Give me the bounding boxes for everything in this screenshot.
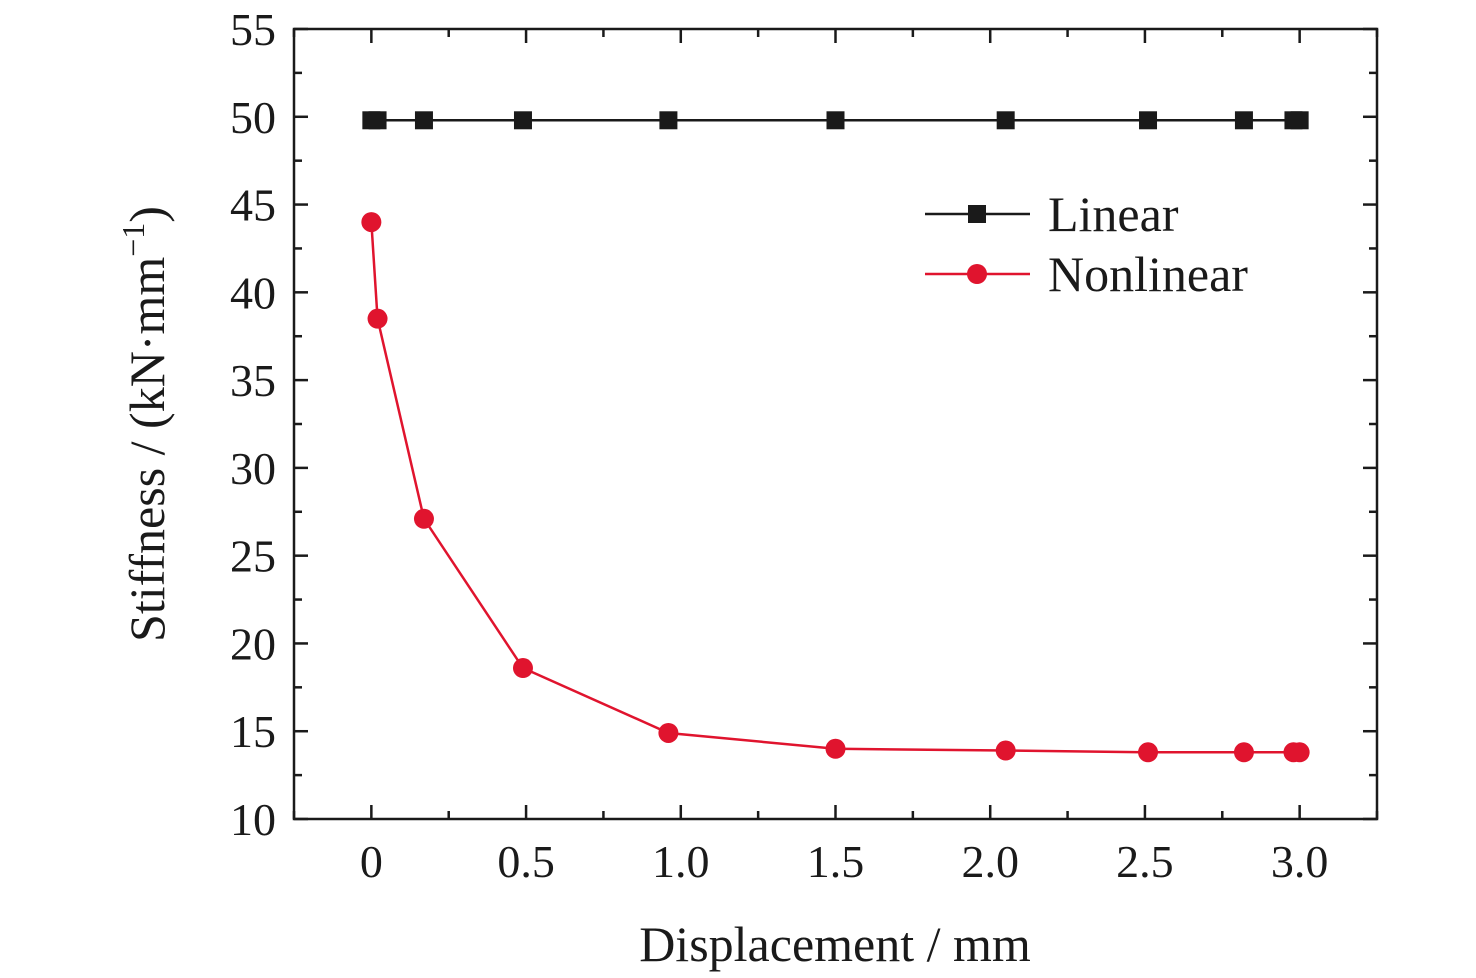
x-tick-label: 0 [360,836,383,887]
legend-label: Linear [1048,186,1179,242]
y-axis-label-group: Stiffness / (kN·mm−1) [115,206,175,642]
legend-swatch-marker [968,205,986,223]
axis-tick-labels: 0 0.5 1.0 1.5 2.0 2.5 3.0 10 15 20 25 30 35 40 45 50 55 [230,4,1328,887]
y-tick-label: 40 [230,267,276,318]
data-point-nonlinear [1138,742,1159,763]
data-point-nonlinear [512,658,533,679]
series-layer [361,111,1310,763]
data-point-linear [1290,111,1309,130]
data-point-linear [1139,111,1158,130]
data-point-nonlinear [658,722,679,743]
y-axis-label: Stiffness / (kN·mm [119,257,175,642]
x-tick-label: 3.0 [1271,836,1329,887]
plot-frame [292,27,1379,821]
data-point-nonlinear [995,740,1016,761]
x-tick-label: 2.0 [961,836,1019,887]
legend-swatch-marker [967,264,987,284]
legend-item-linear: Linear [925,186,1179,242]
data-point-linear [996,111,1015,130]
data-point-nonlinear [413,508,434,529]
y-tick-label: 55 [230,4,276,55]
y-axis-label-superscript: −1 [115,223,151,257]
data-point-nonlinear [361,212,382,233]
y-tick-label: 35 [230,355,276,406]
series-linear [362,111,1309,130]
data-point-linear [826,111,845,130]
y-tick-label: 15 [230,706,276,757]
series-nonlinear [361,212,1310,763]
x-tick-label: 0.5 [497,836,555,887]
data-point-linear [513,111,532,130]
y-tick-label: 45 [230,180,276,231]
x-tick-label: 2.5 [1116,836,1174,887]
data-point-nonlinear [825,738,846,759]
y-tick-label: 25 [230,531,276,582]
data-point-nonlinear [1233,742,1254,763]
data-point-linear [414,111,433,130]
x-axis-label: Displacement / mm [639,916,1031,972]
legend-item-nonlinear: Nonlinear [925,246,1248,302]
data-point-linear [1234,111,1253,130]
x-tick-label: 1.0 [652,836,710,887]
y-tick-label: 30 [230,443,276,494]
y-tick-label: 20 [230,618,276,669]
data-point-linear [368,111,387,130]
data-point-linear [659,111,678,130]
y-axis-label-close: ) [119,206,175,223]
data-point-nonlinear [367,308,388,329]
axis-ticks [292,27,1379,821]
y-tick-label: 10 [230,794,276,845]
svg-text:Stiffness / (kN·mm−1): Stiffness / (kN·mm−1) [115,206,175,642]
data-point-nonlinear [1289,742,1310,763]
y-tick-label: 50 [230,92,276,143]
x-tick-label: 1.5 [807,836,865,887]
legend-label: Nonlinear [1048,246,1248,302]
